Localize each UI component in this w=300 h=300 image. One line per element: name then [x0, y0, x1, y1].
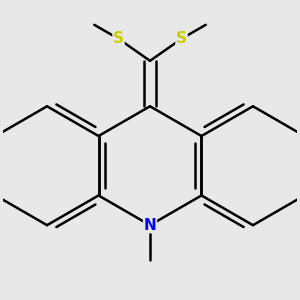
Text: S: S: [176, 31, 187, 46]
Text: N: N: [144, 218, 156, 233]
Text: S: S: [113, 31, 124, 46]
